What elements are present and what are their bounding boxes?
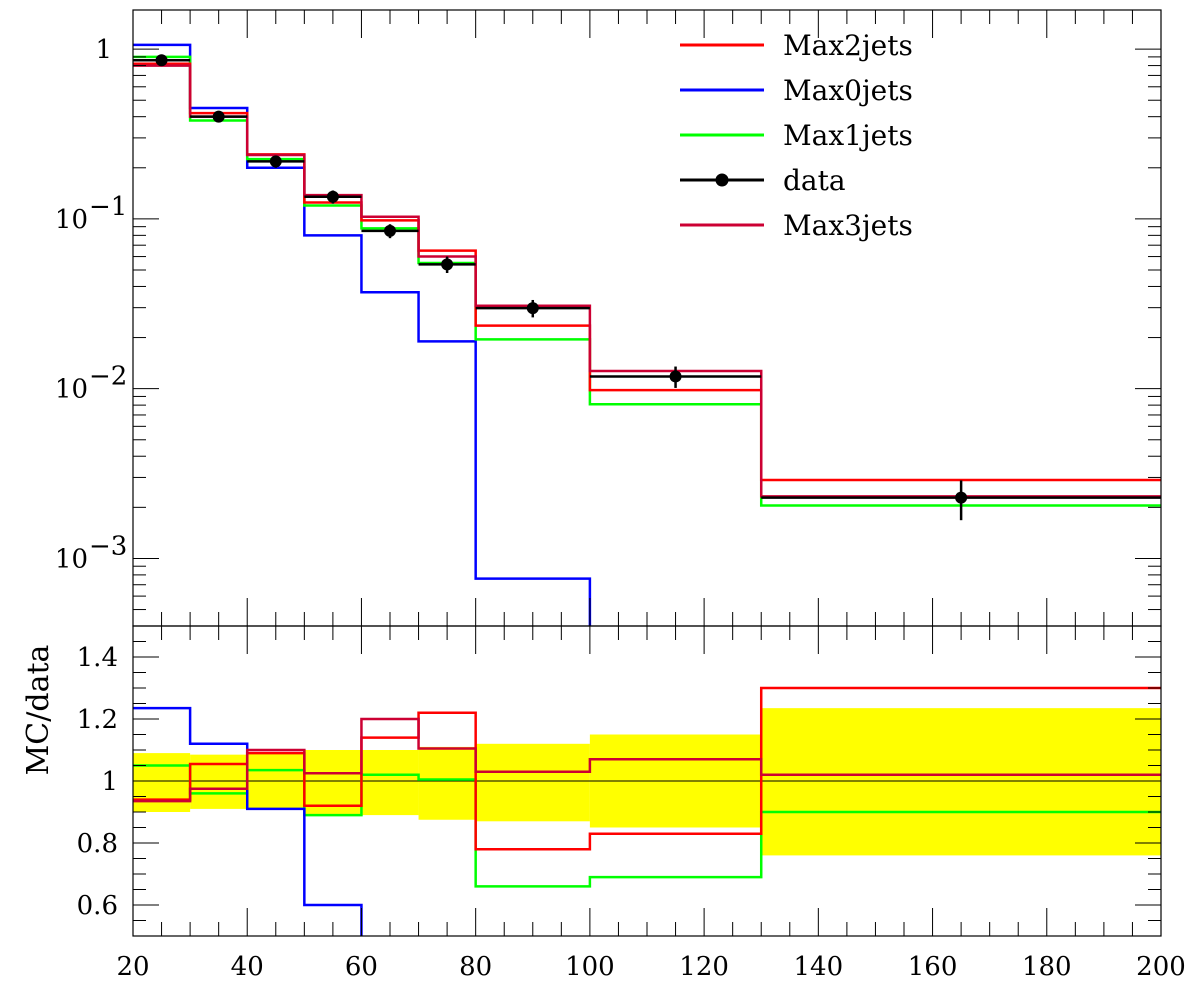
x-tick-label: 140 bbox=[794, 952, 844, 982]
ratio-y-tick-label: 0.6 bbox=[77, 891, 118, 921]
data-point bbox=[475, 299, 590, 318]
ratio-y-axis-label: MC/data bbox=[21, 644, 56, 775]
main-panel bbox=[133, 43, 1161, 626]
x-tick-label: 40 bbox=[231, 952, 264, 982]
y-tick-label: 10 bbox=[55, 544, 88, 574]
data-point bbox=[190, 110, 248, 123]
data-point bbox=[133, 54, 191, 67]
ratio-y-tick-label: 1.2 bbox=[77, 705, 118, 735]
legend-entry-max3jets: Max3jets bbox=[680, 209, 913, 242]
ratio-series-max3jets bbox=[133, 717, 1161, 803]
uncertainty-band-bin bbox=[475, 743, 590, 822]
legend-entry-max2jets: Max2jets bbox=[680, 29, 913, 62]
data-marker bbox=[326, 190, 339, 203]
legend-entry-data: data bbox=[680, 164, 846, 197]
data-marker bbox=[212, 110, 225, 123]
legend-marker bbox=[715, 173, 729, 187]
y-tick-exponent: −3 bbox=[89, 531, 127, 561]
legend-label: data bbox=[783, 164, 846, 197]
x-tick-label: 80 bbox=[459, 952, 492, 982]
uncertainty-band-bin bbox=[361, 750, 419, 816]
y-tick-label: 10 bbox=[55, 205, 88, 235]
data-marker bbox=[441, 258, 454, 271]
legend-label: Max3jets bbox=[783, 209, 913, 242]
x-tick-label: 120 bbox=[679, 952, 729, 982]
main-frame bbox=[132, 9, 1162, 627]
uncertainty-band-bin bbox=[761, 708, 1161, 856]
data-point bbox=[304, 190, 362, 204]
uncertainty-band-bin bbox=[418, 746, 476, 820]
legend-label: Max0jets bbox=[783, 74, 913, 107]
data-point bbox=[589, 366, 762, 388]
data-point bbox=[247, 155, 305, 168]
series-max2jets bbox=[133, 62, 1161, 482]
data-marker bbox=[155, 54, 168, 67]
ratio-y-tick-label: 1 bbox=[101, 767, 118, 797]
data-point bbox=[418, 256, 476, 274]
series-max1jets bbox=[133, 55, 1161, 507]
data-marker bbox=[269, 155, 282, 168]
ratio-y-tick-label: 0.8 bbox=[77, 829, 118, 859]
x-tick-label: 200 bbox=[1136, 952, 1186, 982]
x-tick-label: 160 bbox=[908, 952, 958, 982]
legend-entry-max0jets: Max0jets bbox=[680, 74, 913, 107]
x-tick-label: 180 bbox=[1022, 952, 1072, 982]
legend-label: Max1jets bbox=[783, 119, 913, 152]
ratio-series-max0jets bbox=[133, 706, 363, 936]
x-tick-label: 100 bbox=[565, 952, 615, 982]
y-tick-exponent: −1 bbox=[89, 192, 127, 222]
y-tick-label: 1 bbox=[95, 35, 112, 65]
data-point bbox=[361, 224, 419, 239]
x-tick-label: 60 bbox=[345, 952, 378, 982]
ratio-series-max1jets bbox=[133, 764, 1161, 888]
data-marker bbox=[669, 370, 682, 383]
legend: Max2jets Max0jets Max1jets data Max3jets bbox=[680, 29, 913, 242]
ratio-series-max2jets bbox=[133, 686, 1161, 851]
y-tick-label: 10 bbox=[55, 375, 88, 405]
ratio-panel bbox=[133, 686, 1161, 936]
uncertainty-band-bin bbox=[304, 750, 362, 816]
data-marker bbox=[955, 491, 968, 504]
legend-label: Max2jets bbox=[783, 29, 913, 62]
y-tick-exponent: −2 bbox=[89, 362, 127, 392]
legend-entry-max1jets: Max1jets bbox=[680, 119, 913, 152]
x-tick-label: 20 bbox=[116, 952, 149, 982]
ratio-y-tick-label: 1.4 bbox=[77, 643, 118, 673]
series-max3jets bbox=[133, 64, 1161, 498]
data-marker bbox=[526, 302, 539, 315]
series-max0jets bbox=[133, 43, 592, 626]
data-point bbox=[761, 480, 1161, 521]
uncertainty-band-bin bbox=[133, 753, 191, 812]
data-marker bbox=[384, 224, 396, 237]
